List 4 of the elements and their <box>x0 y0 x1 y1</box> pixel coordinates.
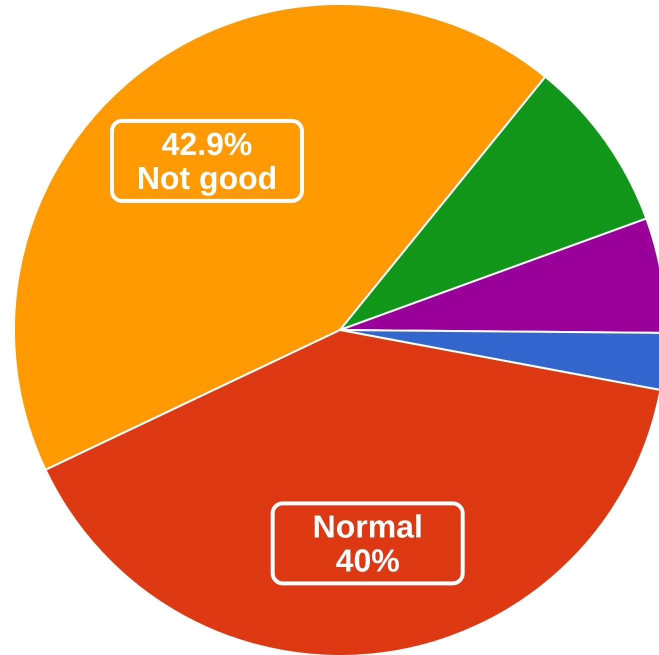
data-label: 40% <box>336 542 400 578</box>
data-label: 42.9% <box>162 126 252 162</box>
slice-label: Not good <box>136 160 278 196</box>
slice-label: Normal <box>312 508 423 544</box>
